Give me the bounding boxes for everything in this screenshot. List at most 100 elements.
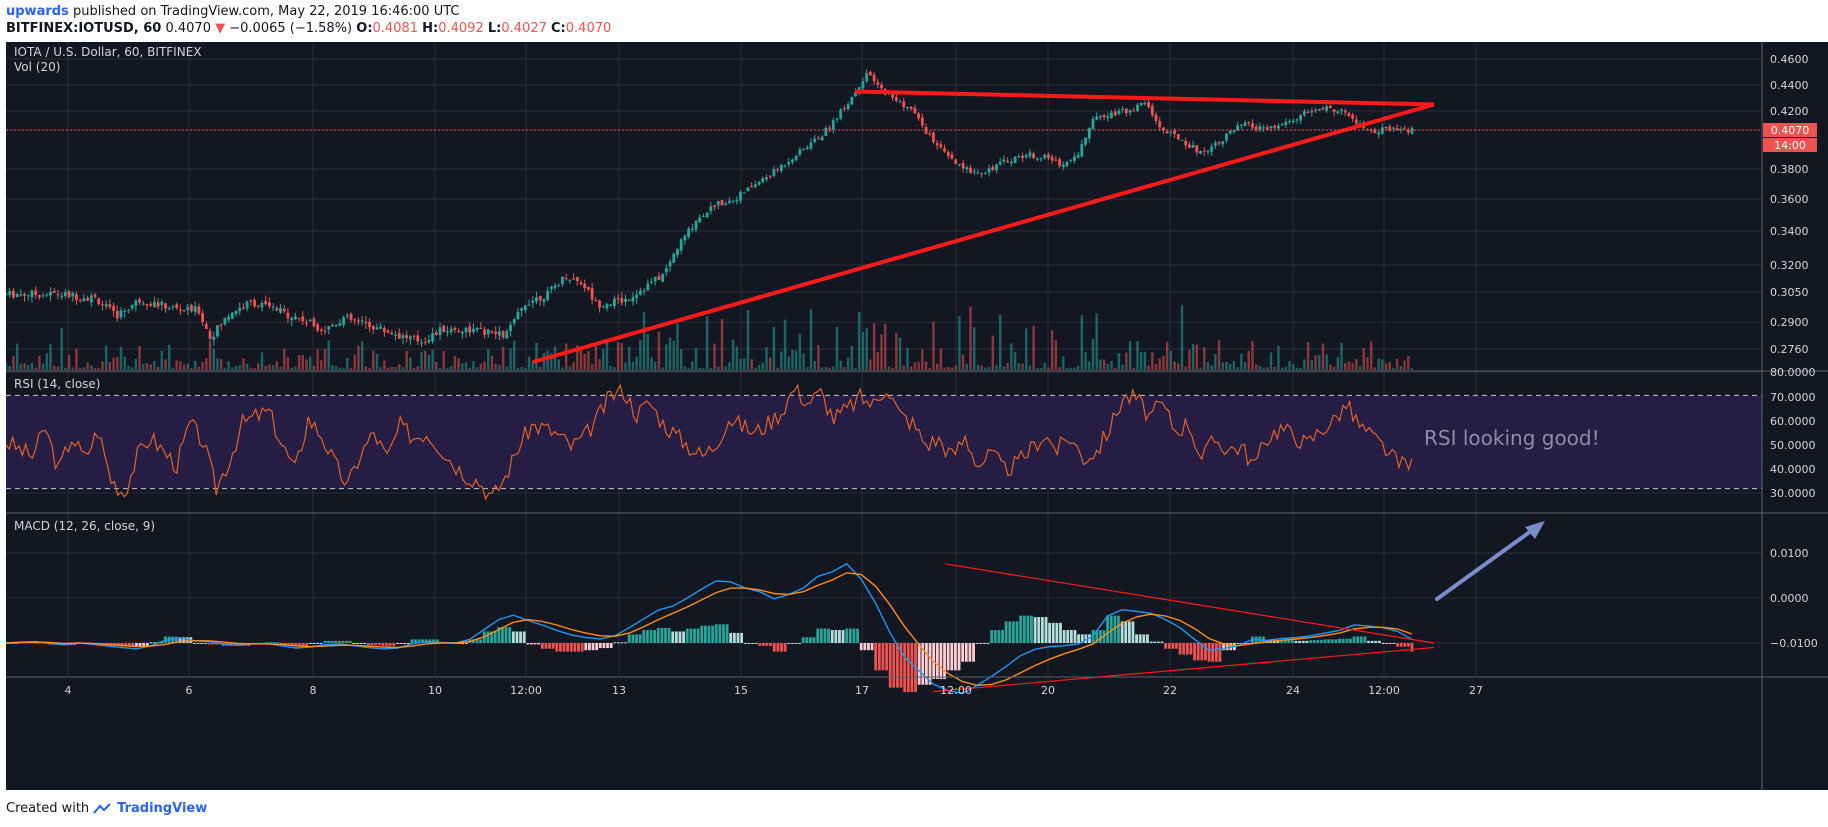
candle[interactable] xyxy=(1213,142,1217,146)
candle[interactable] xyxy=(590,287,594,300)
candle[interactable] xyxy=(275,308,279,311)
candle[interactable] xyxy=(1009,162,1013,164)
candle[interactable] xyxy=(542,299,546,303)
candle[interactable] xyxy=(63,292,67,296)
candle[interactable] xyxy=(8,291,12,296)
candle[interactable] xyxy=(1106,116,1110,119)
candle[interactable] xyxy=(327,326,331,330)
candle[interactable] xyxy=(449,328,453,333)
candle[interactable] xyxy=(1080,143,1084,157)
candle[interactable] xyxy=(943,148,946,152)
candle[interactable] xyxy=(1091,118,1095,130)
candle[interactable] xyxy=(794,155,798,160)
candle[interactable] xyxy=(1377,132,1381,135)
candle[interactable] xyxy=(561,276,564,285)
candle[interactable] xyxy=(828,127,831,129)
candle[interactable] xyxy=(538,295,542,301)
candle[interactable] xyxy=(620,298,624,303)
candle[interactable] xyxy=(876,82,880,85)
candle[interactable] xyxy=(531,300,535,303)
candle[interactable] xyxy=(1132,110,1136,112)
candle[interactable] xyxy=(497,331,501,336)
candle[interactable] xyxy=(86,297,90,301)
candle[interactable] xyxy=(909,106,913,110)
candle[interactable] xyxy=(104,304,108,307)
candle[interactable] xyxy=(664,268,668,273)
candle[interactable] xyxy=(234,310,238,315)
candle[interactable] xyxy=(1303,111,1306,115)
candle[interactable] xyxy=(1098,116,1102,118)
candle[interactable] xyxy=(958,164,961,166)
candle[interactable] xyxy=(702,215,705,217)
candle[interactable] xyxy=(705,212,709,218)
candle[interactable] xyxy=(130,304,134,309)
candle[interactable] xyxy=(1058,159,1061,166)
candle[interactable] xyxy=(1050,156,1054,161)
candle[interactable] xyxy=(798,149,802,155)
candle[interactable] xyxy=(357,320,360,322)
candle[interactable] xyxy=(772,169,776,177)
candle[interactable] xyxy=(193,306,197,312)
candle[interactable] xyxy=(872,74,876,82)
candle[interactable] xyxy=(264,301,268,305)
candle[interactable] xyxy=(334,324,338,327)
candle[interactable] xyxy=(950,154,954,159)
candle[interactable] xyxy=(178,309,182,311)
candle[interactable] xyxy=(1199,151,1202,154)
candle[interactable] xyxy=(917,113,921,119)
candle[interactable] xyxy=(338,323,342,326)
candle[interactable] xyxy=(1139,102,1143,106)
candle[interactable] xyxy=(1288,121,1291,123)
macd-line[interactable] xyxy=(5,562,1413,695)
candle[interactable] xyxy=(138,299,141,303)
candle[interactable] xyxy=(1173,130,1176,135)
candle[interactable] xyxy=(1039,158,1043,160)
candle[interactable] xyxy=(368,322,371,328)
candle[interactable] xyxy=(204,324,208,330)
candle[interactable] xyxy=(1188,144,1191,148)
candle[interactable] xyxy=(939,144,943,148)
candle[interactable] xyxy=(1028,152,1032,157)
candle[interactable] xyxy=(382,328,386,332)
candle[interactable] xyxy=(742,192,746,194)
candle[interactable] xyxy=(405,335,409,338)
candle[interactable] xyxy=(360,320,364,322)
candle[interactable] xyxy=(342,317,345,325)
candle[interactable] xyxy=(260,303,264,308)
candle[interactable] xyxy=(119,310,123,318)
candle[interactable] xyxy=(171,306,175,308)
candle[interactable] xyxy=(1299,114,1303,121)
candle[interactable] xyxy=(535,297,538,302)
candle[interactable] xyxy=(145,304,149,306)
candle[interactable] xyxy=(1176,134,1180,140)
candle[interactable] xyxy=(1321,108,1325,110)
candle[interactable] xyxy=(995,164,998,171)
candle[interactable] xyxy=(843,108,846,110)
candle[interactable] xyxy=(961,162,965,169)
candle[interactable] xyxy=(735,200,739,202)
candle[interactable] xyxy=(983,173,987,175)
candle[interactable] xyxy=(1076,154,1080,158)
candle[interactable] xyxy=(1121,108,1125,110)
candle[interactable] xyxy=(1232,130,1236,132)
candle[interactable] xyxy=(753,184,757,187)
candle[interactable] xyxy=(768,176,772,178)
candle[interactable] xyxy=(156,302,160,307)
candle[interactable] xyxy=(1158,121,1162,128)
candle[interactable] xyxy=(1273,125,1277,128)
candle[interactable] xyxy=(1113,111,1117,116)
candle[interactable] xyxy=(549,286,553,290)
chart-canvas[interactable]: 0.4070 14:00 4 6 8 10 12:00 13 15 17 12:00 20 22 24 1… xyxy=(0,42,1828,794)
candle[interactable] xyxy=(920,117,924,126)
candle[interactable] xyxy=(208,330,212,339)
candle[interactable] xyxy=(331,325,334,327)
candle[interactable] xyxy=(1410,127,1414,134)
candle[interactable] xyxy=(1406,129,1410,133)
candle[interactable] xyxy=(928,133,932,135)
candle[interactable] xyxy=(642,290,646,292)
candle[interactable] xyxy=(1258,126,1262,131)
candle[interactable] xyxy=(690,228,694,230)
candle[interactable] xyxy=(605,303,609,309)
candle[interactable] xyxy=(312,318,316,327)
candle[interactable] xyxy=(15,294,19,298)
